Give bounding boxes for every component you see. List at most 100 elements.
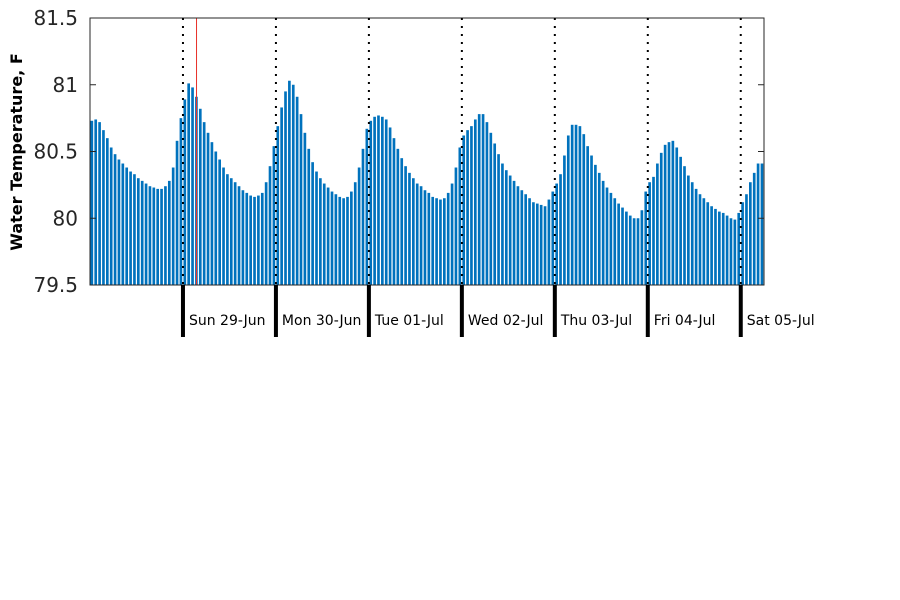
temperature-bar: [288, 80, 291, 286]
temperature-bar: [98, 122, 101, 285]
temperature-bar: [648, 182, 651, 285]
temperature-bar: [524, 194, 528, 285]
temperature-bar: [381, 116, 384, 285]
temperature-bar: [109, 147, 113, 285]
temperature-bar: [241, 190, 245, 285]
day-label: Thu 03-Jul: [560, 313, 632, 329]
temperature-bar: [737, 212, 741, 285]
temperature-bar: [435, 198, 438, 285]
temperature-bar: [574, 124, 578, 285]
temperature-bar: [745, 194, 748, 285]
temperature-bar: [493, 143, 497, 285]
day-label: Tue 01-Jul: [374, 313, 444, 329]
temperature-bar: [597, 172, 601, 285]
temperature-bar: [613, 198, 617, 285]
temperature-bar: [369, 120, 373, 285]
temperature-bar: [547, 199, 551, 285]
temperature-bar: [756, 163, 760, 285]
temperature-bar: [675, 147, 679, 285]
temperature-bar: [667, 142, 671, 285]
temperature-bar: [365, 128, 369, 285]
temperature-bar: [272, 146, 276, 285]
temperature-bar: [253, 196, 256, 285]
y-tick-label: 80: [53, 206, 78, 230]
temperature-bar: [299, 114, 303, 286]
temperature-bar: [454, 167, 458, 285]
temperature-bar: [94, 119, 98, 286]
temperature-bar: [226, 174, 229, 285]
temperature-bar: [264, 182, 268, 285]
temperature-bar: [721, 212, 725, 285]
temperature-bar: [749, 182, 752, 285]
temperature-bar: [752, 172, 756, 285]
temperature-bar: [105, 138, 109, 285]
temperature-bar: [284, 91, 287, 285]
temperature-bar: [477, 114, 481, 286]
temperature-bar: [485, 122, 489, 285]
temperature-bar: [233, 182, 237, 285]
temperature-bar: [640, 210, 644, 285]
temperature-bar: [206, 132, 210, 285]
temperature-bar: [291, 84, 295, 285]
temperature-bar: [361, 148, 365, 285]
temperature-bar: [183, 99, 187, 286]
temperature-bar: [586, 146, 589, 285]
temperature-bar: [322, 183, 326, 285]
y-tick-labels: 79.5 80 80.5 81 81.5: [33, 6, 764, 297]
temperature-bar: [694, 188, 698, 285]
temperature-bar: [594, 164, 597, 285]
temperature-bar: [249, 195, 252, 285]
temperature-bar: [718, 211, 721, 285]
temperature-bar: [222, 167, 225, 285]
temperature-bar: [663, 144, 667, 285]
temperature-bar: [632, 218, 636, 285]
temperature-bar: [419, 186, 423, 285]
temperature-bar: [353, 182, 357, 285]
temperature-bar: [563, 155, 566, 285]
temperature-bar: [555, 183, 558, 285]
temperature-bar: [117, 159, 121, 285]
temperature-bar: [431, 196, 435, 285]
temperature-bar: [687, 175, 690, 285]
temperature-bar: [175, 140, 179, 285]
temperature-bar: [179, 118, 183, 286]
temperature-bar: [551, 191, 555, 285]
temperature-bar: [706, 202, 710, 285]
temperature-bar: [636, 218, 640, 285]
temperature-bar: [570, 124, 574, 285]
temperature-bar: [543, 206, 547, 285]
temperature-bar: [470, 126, 473, 285]
temperature-bar: [659, 152, 663, 285]
temperature-bar: [346, 196, 349, 285]
day-label: Wed 02-Jul: [468, 313, 544, 329]
temperature-bar: [508, 175, 512, 285]
temperature-bar: [384, 119, 388, 286]
temperature-bar: [415, 183, 419, 285]
temperature-bar: [520, 190, 524, 285]
temperature-bar: [144, 183, 148, 285]
y-tick-label: 81.5: [33, 6, 78, 30]
temperature-bar: [404, 166, 407, 285]
temperature-bar: [528, 198, 531, 285]
temperature-bar: [473, 119, 477, 286]
temperature-bar: [516, 186, 520, 285]
temperature-bar: [202, 122, 206, 285]
temperature-bar: [408, 172, 411, 285]
temperature-bar: [214, 151, 218, 285]
day-label: Fri 04-Jul: [654, 313, 716, 329]
temperature-bar: [539, 204, 543, 285]
temperature-bar: [280, 107, 283, 285]
temperature-bar: [458, 147, 462, 285]
y-tick-label: 81: [53, 73, 78, 97]
temperature-bar: [315, 171, 318, 285]
temperature-bar: [628, 215, 632, 285]
temperature-bar: [741, 202, 744, 285]
temperature-bar: [714, 208, 717, 285]
temperature-bar: [237, 186, 241, 285]
temperature-bar: [140, 180, 144, 285]
temperature-bar: [133, 174, 136, 285]
temperature-bar: [671, 140, 675, 285]
y-tick-label: 80.5: [33, 140, 78, 164]
temperature-bar: [439, 199, 442, 285]
temperature-bar: [725, 215, 729, 285]
